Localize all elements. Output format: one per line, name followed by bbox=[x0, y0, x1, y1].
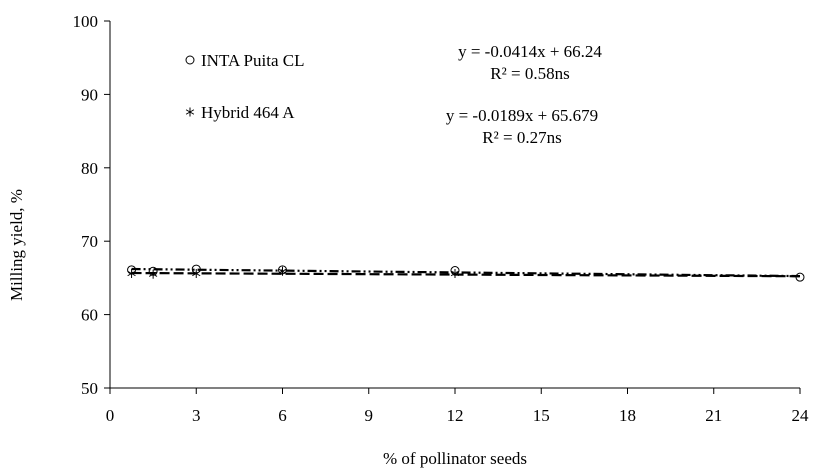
y-tick-label: 100 bbox=[73, 12, 99, 31]
trendlines bbox=[131, 267, 801, 278]
data-point-circle bbox=[795, 272, 805, 282]
y-tick-label: 80 bbox=[81, 159, 98, 178]
x-tick-label: 0 bbox=[106, 406, 115, 425]
y-tick-label: 50 bbox=[81, 379, 98, 398]
data-point-asterisk bbox=[450, 268, 460, 278]
data-marks bbox=[127, 264, 805, 282]
trendline-1 bbox=[131, 267, 801, 278]
legend-label: INTA Puita CL bbox=[201, 51, 304, 70]
y-tick-label: 90 bbox=[81, 85, 98, 104]
data-point-asterisk bbox=[127, 268, 136, 278]
x-tick-label: 21 bbox=[705, 406, 722, 425]
trendline-r2: R² = 0.58ns bbox=[490, 64, 569, 83]
axes: 50 60 70 80 90 100 0 3 6 9 12 15 18 21 24 bbox=[73, 12, 810, 425]
x-tick-label: 9 bbox=[365, 406, 374, 425]
x-tick-label: 18 bbox=[619, 406, 636, 425]
x-tick-label: 15 bbox=[533, 406, 550, 425]
x-axis-title: % of pollinator seeds bbox=[383, 449, 527, 468]
legend-marker-circle bbox=[185, 55, 195, 65]
trendline-equations: y = -0.0414x + 66.24 R² = 0.58ns y = -0.01… bbox=[446, 42, 603, 147]
legend-label: Hybrid 464 A bbox=[201, 103, 295, 122]
trendline-r2: R² = 0.27ns bbox=[482, 128, 561, 147]
x-tick-label: 12 bbox=[447, 406, 464, 425]
y-tick-label: 60 bbox=[81, 306, 98, 325]
data-point-asterisk bbox=[148, 269, 158, 279]
y-axis-title: Milling yield, % bbox=[7, 189, 26, 301]
x-tick-label: 6 bbox=[278, 406, 287, 425]
trendline-equation: y = -0.0189x + 65.679 bbox=[446, 106, 598, 125]
legend: INTA Puita CL Hybrid 464 A bbox=[185, 51, 304, 122]
trendline-equation: y = -0.0414x + 66.24 bbox=[458, 42, 602, 61]
y-tick-label: 70 bbox=[81, 232, 98, 251]
data-point-asterisk bbox=[278, 266, 287, 276]
x-tick-label: 3 bbox=[192, 406, 201, 425]
data-point-asterisk bbox=[192, 268, 201, 278]
x-tick-label: 24 bbox=[792, 406, 810, 425]
legend-marker-asterisk bbox=[185, 107, 195, 117]
